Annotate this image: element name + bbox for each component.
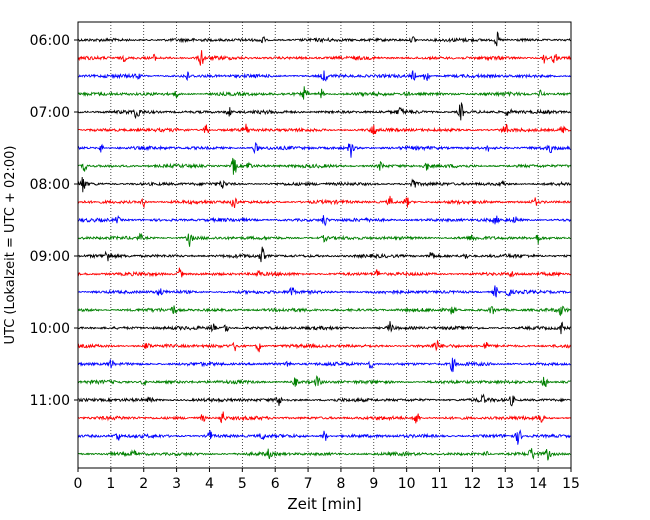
plot-frame (77, 21, 572, 469)
y-tick-label: 11:00 (30, 393, 70, 409)
seismic-trace (77, 285, 571, 298)
x-tick-label: 0 (74, 476, 83, 492)
y-tick-label: 09:00 (30, 249, 70, 265)
x-tick-label: 1 (106, 476, 115, 492)
x-tick-label: 3 (172, 476, 181, 492)
seismic-trace (77, 50, 572, 66)
seismic-trace (77, 375, 571, 388)
x-tick-label: 13 (496, 476, 514, 492)
x-tick-label: 7 (304, 476, 313, 492)
y-tick-label: 10:00 (30, 321, 70, 337)
x-tick-label: 8 (336, 476, 345, 492)
seismic-trace (77, 339, 571, 353)
seismic-trace (77, 123, 571, 136)
seismic-trace (77, 305, 571, 317)
x-tick-label: 6 (271, 476, 280, 492)
x-axis-ticks: 0 1 2 3 4 5 6 7 8 9 10 11 12 13 14 15 (74, 468, 580, 492)
seismic-trace (77, 411, 571, 424)
x-tick-label: 12 (463, 476, 481, 492)
x-tick-label: 14 (529, 476, 547, 492)
y-axis-ticks: 06:00 07:00 08:00 09:00 10:00 11:00 (30, 33, 78, 409)
seismic-trace (77, 157, 571, 175)
seismic-trace (77, 267, 571, 278)
seismic-trace (77, 357, 571, 373)
seismic-trace (77, 232, 571, 247)
y-tick-label: 08:00 (30, 177, 70, 193)
x-tick-label: 4 (205, 476, 214, 492)
x-tick-label: 9 (369, 476, 378, 492)
seismic-trace (77, 195, 571, 209)
x-tick-label: 11 (431, 476, 449, 492)
x-tick-label: 2 (139, 476, 148, 492)
y-tick-label: 06:00 (30, 33, 70, 49)
grid-lines (110, 22, 539, 468)
seismic-trace (77, 176, 571, 193)
x-axis-label: Zeit [min] (287, 495, 361, 513)
seismic-trace (77, 448, 571, 461)
seismic-trace (77, 215, 571, 227)
y-tick-label: 07:00 (30, 105, 70, 121)
seismic-trace (77, 101, 571, 121)
x-tick-label: 5 (238, 476, 247, 492)
seismic-trace (77, 393, 571, 407)
x-tick-label: 10 (398, 476, 416, 492)
seismic-trace (77, 321, 571, 335)
trace-group (77, 31, 572, 461)
seismic-trace (77, 31, 571, 47)
seismic-trace (77, 70, 571, 82)
x-tick-label: 15 (562, 476, 580, 492)
y-axis-label: UTC (Lokalzeit = UTC + 02:00) (3, 146, 18, 345)
seismic-trace (77, 429, 571, 445)
seismic-trace (77, 86, 571, 100)
seismic-trace (77, 246, 572, 263)
seismic-trace (77, 142, 571, 158)
